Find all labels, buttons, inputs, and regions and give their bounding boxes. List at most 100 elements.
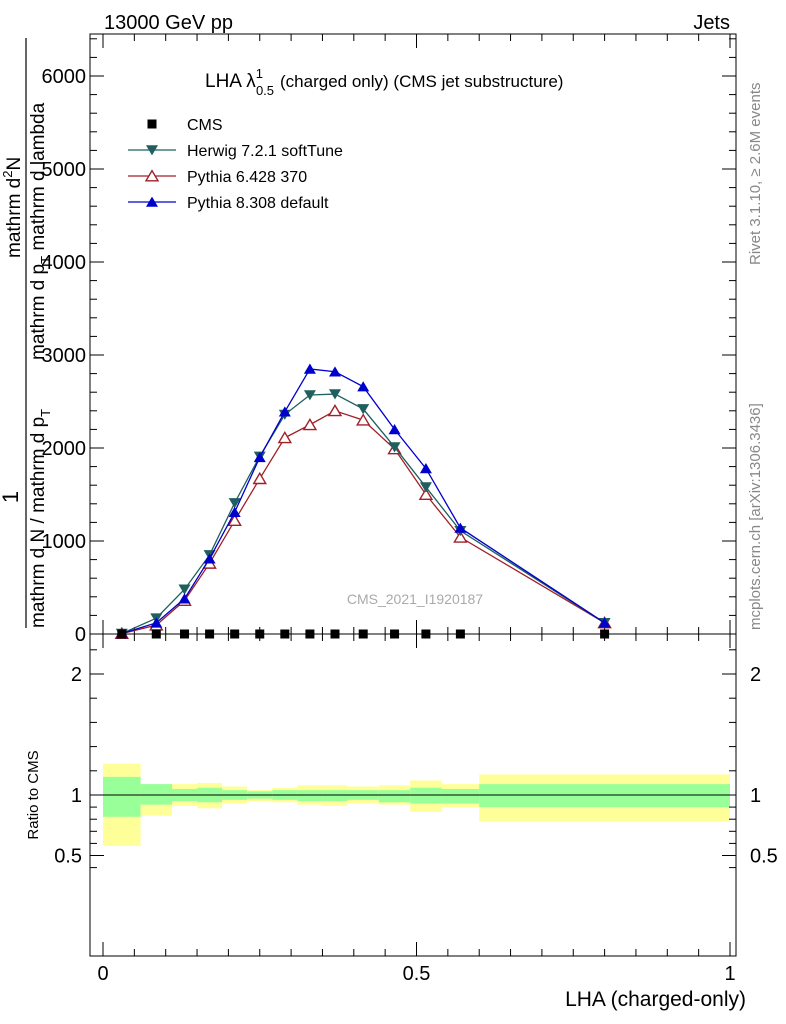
- ratio-x-ticks: [102, 634, 731, 956]
- data-point: [228, 506, 241, 517]
- data-point: [178, 584, 191, 595]
- data-point: [228, 498, 241, 509]
- data-point: [453, 530, 468, 543]
- ratio-y-tick-label-right: 2: [750, 664, 761, 686]
- data-point: [454, 522, 467, 533]
- ylabel-numerator: mathrm d2N: [0, 157, 25, 258]
- main-x-ticks: [102, 34, 731, 634]
- x-tick-label: 1: [724, 963, 735, 985]
- watermark: CMS_2021_I1920187: [347, 591, 483, 607]
- data-point: [419, 482, 432, 493]
- ratio-band-inner: [410, 787, 442, 804]
- legend-label: Herwig 7.2.1 softTune: [187, 143, 343, 160]
- chart-title-rest: (charged only) (CMS jet substructure): [280, 72, 563, 91]
- ylabel-right-denominator: mathrm d pT mathrm d lambda: [28, 102, 53, 360]
- data-point: [328, 389, 341, 400]
- ylabel-den-left: mathrm d N / mathrm d p: [28, 417, 49, 628]
- main-y-tick-label: 6000: [42, 66, 87, 88]
- legend-marker: [146, 196, 158, 207]
- chart-title: LHA λ1 0.5 (charged only) (CMS jet substru…: [205, 66, 563, 98]
- data-point: [302, 417, 318, 431]
- legend-label: Pythia 8.308 default: [187, 195, 329, 212]
- ratio-band-inner: [479, 784, 730, 808]
- ylabel-num: mathrm d: [4, 178, 25, 258]
- data-point: [357, 381, 370, 392]
- energy-label: 13000 GeV pp: [104, 12, 233, 34]
- chart-title-main: LHA λ: [205, 71, 256, 92]
- mcplots-label: mcplots.cern.ch [arXiv:1306.3436]: [747, 403, 764, 630]
- main-y-tick-label: 3000: [42, 345, 87, 367]
- data-point: [418, 487, 434, 500]
- data-point: [277, 430, 293, 444]
- main-y-tick-label: 2000: [42, 438, 87, 460]
- data-point: [278, 406, 291, 417]
- data-point: [303, 363, 316, 374]
- data-point: [227, 513, 242, 527]
- series-layer: [114, 363, 612, 640]
- ylabel-den-right-sub: T: [38, 256, 53, 264]
- data-point: [419, 463, 432, 474]
- x-tick-label: 0: [97, 963, 108, 985]
- x-axis-label: LHA (charged-only): [565, 988, 746, 1011]
- data-point: [253, 451, 266, 463]
- ratio-y-tick-label: 1: [71, 785, 82, 807]
- main-plot-panel: 0 1000 2000 3000 4000 5000 6000 LHA λ1 0.5 (char…: [42, 33, 737, 646]
- chart-title-sup: 1: [256, 66, 263, 81]
- data-point: [303, 390, 316, 401]
- ratio-x-tick-labels: 0 0.5 1: [97, 963, 735, 985]
- ratio-band-inner: [441, 788, 480, 804]
- ylabel-one: 1: [0, 491, 23, 503]
- main-y-tick-labels: 0 1000 2000 3000 4000 5000 6000: [42, 66, 87, 646]
- ratio-bands: [103, 763, 730, 846]
- data-point: [388, 424, 401, 435]
- data-point: [252, 471, 267, 485]
- data-point: [328, 366, 341, 377]
- main-y-tick-label: 4000: [42, 252, 87, 274]
- data-point: [388, 442, 401, 453]
- chart-title-sub: 0.5: [256, 83, 274, 98]
- series-line: [121, 368, 605, 635]
- ratio-band-inner: [378, 790, 411, 803]
- ylabel-den-right-rest: mathrm d lambda: [28, 102, 49, 256]
- data-point: [178, 593, 191, 604]
- data-point: [357, 404, 370, 415]
- series-line: [121, 410, 605, 635]
- series-line: [121, 393, 605, 635]
- legend-item: Pythia 6.428 370: [128, 169, 307, 186]
- rivet-label: Rivet 3.1.10, ≥ 2.6M events: [747, 83, 764, 266]
- ratio-y-tick-label-right: 1: [750, 785, 761, 807]
- series-3: [115, 363, 611, 639]
- ylabel-den-sub: T: [38, 409, 53, 417]
- ylabel-den-right: mathrm d p: [28, 264, 49, 360]
- legend-marker: [147, 119, 157, 129]
- data-point: [598, 617, 611, 628]
- main-y-ticks: [90, 38, 736, 635]
- legend-label: CMS: [187, 117, 223, 134]
- legend-item: CMS: [147, 117, 223, 134]
- ylabel-num-sup: 2: [0, 171, 15, 178]
- ratio-y-tick-label: 2: [71, 664, 82, 686]
- data-point: [327, 404, 343, 417]
- data-point: [355, 413, 371, 426]
- ratio-y-tick-label: 0.5: [54, 846, 82, 868]
- main-y-tick-label: 1000: [42, 531, 87, 553]
- ratio-band-inner: [322, 790, 348, 802]
- data-point: [150, 617, 163, 628]
- legend-item: Pythia 8.308 default: [128, 195, 329, 212]
- ylabel-num-rest: N: [4, 157, 25, 171]
- main-y-tick-label: 5000: [42, 159, 87, 181]
- data-point: [203, 553, 216, 564]
- ratio-y-ticks: [90, 649, 736, 869]
- ratio-plot-panel: 0.5 0.51 12 2 0 0.5 1 Ratio to CMS LHA (charg…: [25, 633, 778, 1011]
- main-y-axis-label: 1 mathrm d N / mathrm d pT mathrm d2N ma…: [0, 38, 53, 628]
- legend-marker: [146, 145, 158, 156]
- x-tick-label: 0.5: [403, 963, 431, 985]
- ratio-y-tick-label-right: 0.5: [750, 846, 778, 868]
- ratio-y-axis-label: Ratio to CMS: [25, 750, 42, 839]
- ratio-y-tick-labels: 0.5 0.5 1 1 2 2: [54, 664, 778, 868]
- legend-item: Herwig 7.2.1 softTune: [128, 143, 343, 160]
- ratio-band-inner: [140, 784, 172, 805]
- legend: CMS Herwig 7.2.1 softTune Pythia 6.428 370…: [128, 117, 343, 212]
- ylabel-denominator: mathrm d N / mathrm d pT: [28, 409, 53, 628]
